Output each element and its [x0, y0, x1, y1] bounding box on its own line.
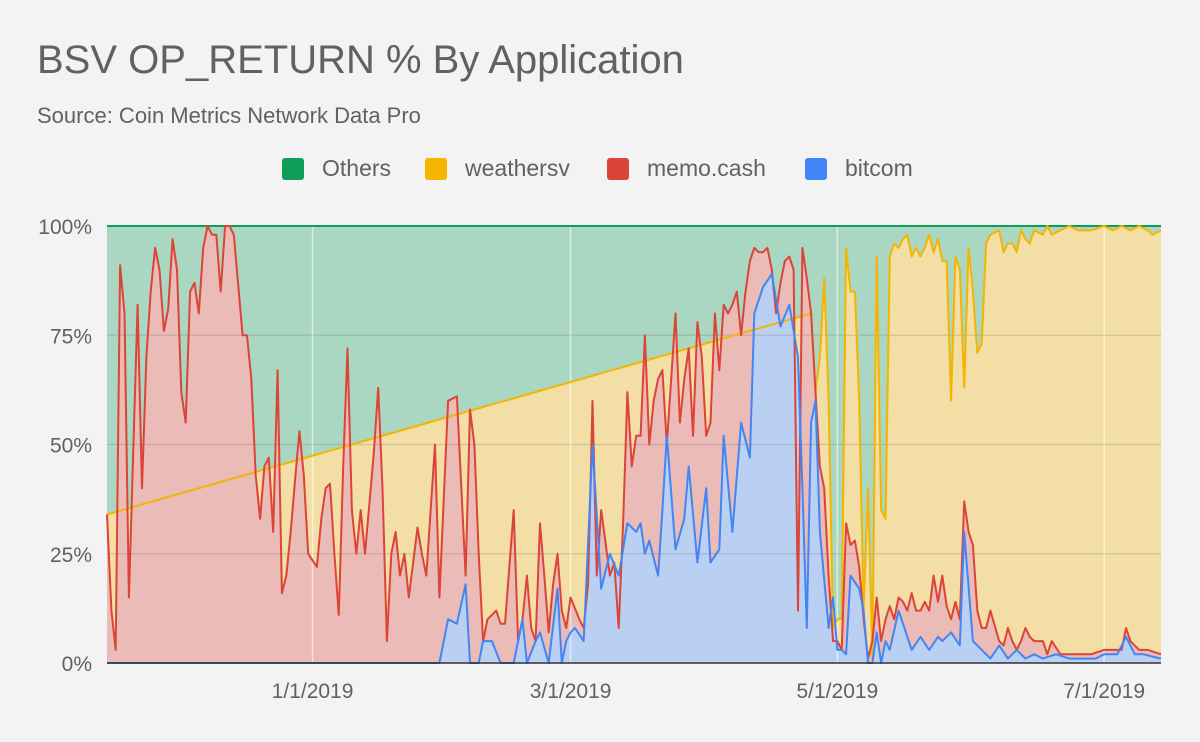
chart-title: BSV OP_RETURN % By Application [37, 38, 684, 82]
legend-swatch-weathersv [425, 157, 447, 180]
chart-axes: 0% 25% 50% 75% 100% 1/1/2019 3/1/2019 5/1/2019 7… [38, 216, 1161, 703]
area-bitcom [107, 274, 1161, 663]
y-tick-label-100: 100% [38, 216, 92, 239]
legend-swatch-bitcom [805, 157, 827, 180]
chart-series-lines [106, 225, 1162, 664]
legend-swatch-memo-cash [607, 157, 629, 180]
x-tick-label-1: 3/1/2019 [530, 680, 612, 703]
chart-subtitle: Source: Coin Metrics Network Data Pro [37, 103, 421, 128]
y-tick-label-75: 75% [50, 325, 92, 348]
y-tick-label-50: 50% [50, 435, 92, 458]
legend-label-memo-cash: memo.cash [647, 155, 766, 181]
legend-item-bitcom[interactable]: bitcom [805, 155, 913, 182]
x-tick-label-3: 7/1/2019 [1063, 680, 1145, 703]
y-tick-label-0: 0% [62, 653, 92, 676]
line-weathersv [106, 225, 1162, 660]
legend-label-others: Others [322, 155, 392, 181]
line-memo-cash [106, 225, 1162, 660]
area-memo-cash [107, 226, 1161, 663]
x-tick-label-2: 5/1/2019 [796, 680, 878, 703]
y-tick-label-25: 25% [50, 544, 92, 567]
line-bitcom [107, 273, 1162, 664]
legend-item-weathersv[interactable]: weathersv [425, 155, 570, 182]
x-tick-label-0: 1/1/2019 [272, 680, 354, 703]
legend-swatch-others [282, 157, 304, 180]
legend-label-weathersv: weathersv [465, 155, 570, 181]
legend-item-memo-cash[interactable]: memo.cash [607, 155, 766, 182]
legend-item-others[interactable]: Others [282, 155, 391, 182]
chart-legend: Others weathersv memo.cash bitcom [0, 155, 1200, 187]
legend-label-bitcom: bitcom [845, 155, 913, 181]
